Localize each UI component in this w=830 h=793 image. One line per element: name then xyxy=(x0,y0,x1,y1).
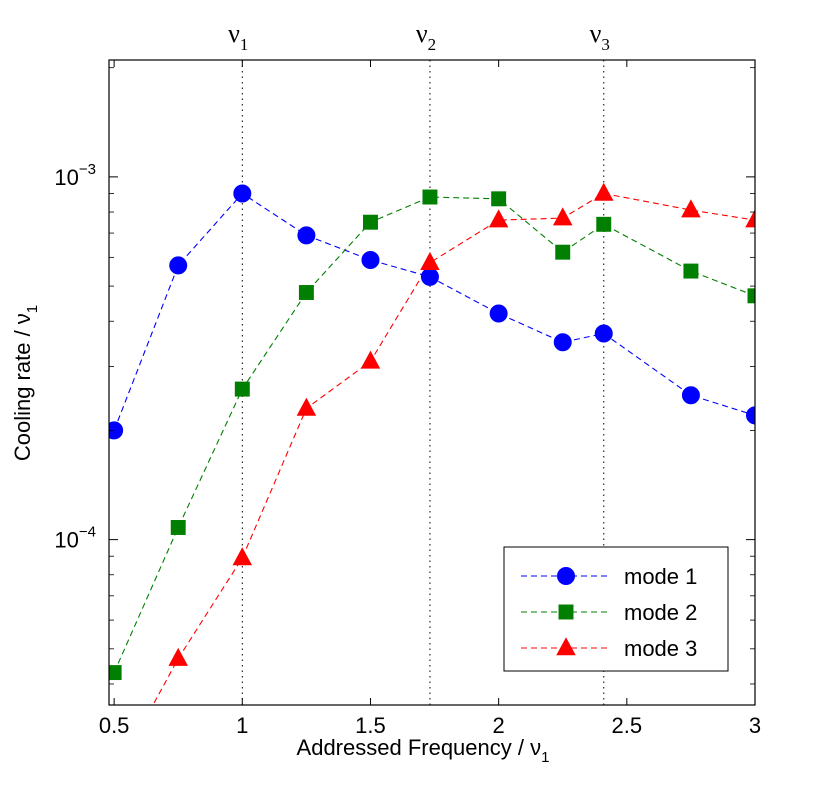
data-point-mode-1-6 xyxy=(489,304,508,323)
legend-label: mode 3 xyxy=(624,636,697,661)
y-tick-label: 10−4 xyxy=(54,524,96,553)
legend-item-mode-3: mode 3 xyxy=(521,636,697,661)
reference-label-nu1: ν1 xyxy=(228,19,248,54)
legend-label: mode 2 xyxy=(624,600,697,625)
data-point-mode-3-3 xyxy=(296,397,317,416)
data-point-mode-2-9 xyxy=(683,263,699,279)
x-tick-label: 0.5 xyxy=(99,713,130,738)
legend-marker xyxy=(557,567,575,585)
x-tick-label: 2 xyxy=(493,713,505,738)
legend-box xyxy=(503,546,729,672)
data-point-mode-2-8 xyxy=(596,216,612,232)
data-point-mode-3-2 xyxy=(232,547,253,566)
data-point-mode-1-9 xyxy=(681,386,700,405)
data-point-mode-3-5 xyxy=(420,251,440,270)
series-markers xyxy=(109,182,755,681)
data-point-mode-1-8 xyxy=(594,324,613,343)
data-point-mode-3-8 xyxy=(593,182,614,201)
data-point-mode-3-10 xyxy=(745,209,755,228)
x-axis-title: Addressed Frequency / ν1 xyxy=(297,735,550,766)
y-tick-label: 10−3 xyxy=(54,161,96,190)
x-tick-label: 3 xyxy=(749,713,761,738)
data-point-mode-3-7 xyxy=(552,207,573,226)
axis-titles: Addressed Frequency / ν1 Cooling rate / ν… xyxy=(10,305,549,766)
data-point-mode-1-5 xyxy=(420,267,439,286)
data-point-mode-1-1 xyxy=(169,256,188,275)
data-point-mode-3-9 xyxy=(681,199,701,218)
data-point-mode-1-10 xyxy=(746,406,755,425)
legend-marker xyxy=(556,637,576,656)
legend-item-mode-2: mode 2 xyxy=(521,600,697,625)
data-point-mode-3-4 xyxy=(360,350,381,369)
series-line-mode-2 xyxy=(113,196,755,673)
data-point-mode-3-6 xyxy=(488,209,509,228)
data-point-mode-2-5 xyxy=(422,189,438,205)
data-point-mode-1-2 xyxy=(233,184,252,203)
data-point-mode-1-4 xyxy=(361,251,380,270)
data-point-mode-1-7 xyxy=(553,333,572,352)
data-point-mode-1-0 xyxy=(109,421,124,440)
x-tick-label: 1 xyxy=(236,713,248,738)
legend-label: mode 1 xyxy=(624,564,697,589)
legend: mode 1 mode 2 mode 3 xyxy=(503,546,729,672)
series-line-mode-3 xyxy=(152,192,755,705)
legend-item-mode-1: mode 1 xyxy=(521,564,697,589)
data-point-mode-2-0 xyxy=(109,665,122,681)
data-point-mode-2-2 xyxy=(234,381,250,397)
data-point-mode-2-1 xyxy=(170,520,186,535)
reference-labels: ν1 ν2 ν3 xyxy=(228,19,610,54)
x-tick-label: 1.5 xyxy=(355,713,386,738)
data-point-mode-2-6 xyxy=(491,191,507,207)
plot-frame xyxy=(108,59,756,706)
data-point-mode-2-10 xyxy=(747,288,755,304)
y-axis-ticks: 10−3 10−4 xyxy=(54,67,755,685)
data-point-mode-2-3 xyxy=(298,285,314,300)
reference-label-nu2: ν2 xyxy=(416,19,436,54)
data-point-mode-2-7 xyxy=(555,244,571,260)
data-point-mode-1-3 xyxy=(297,226,316,245)
data-point-mode-2-4 xyxy=(363,214,378,230)
y-axis-title: Cooling rate / ν1 xyxy=(10,305,41,461)
data-point-mode-3-1 xyxy=(168,647,188,666)
reference-label-nu3: ν3 xyxy=(590,19,610,54)
x-axis-ticks: 0.5 1 1.5 2 2.5 3 xyxy=(99,60,761,738)
x-tick-label: 2.5 xyxy=(612,713,643,738)
legend-marker xyxy=(558,604,574,620)
